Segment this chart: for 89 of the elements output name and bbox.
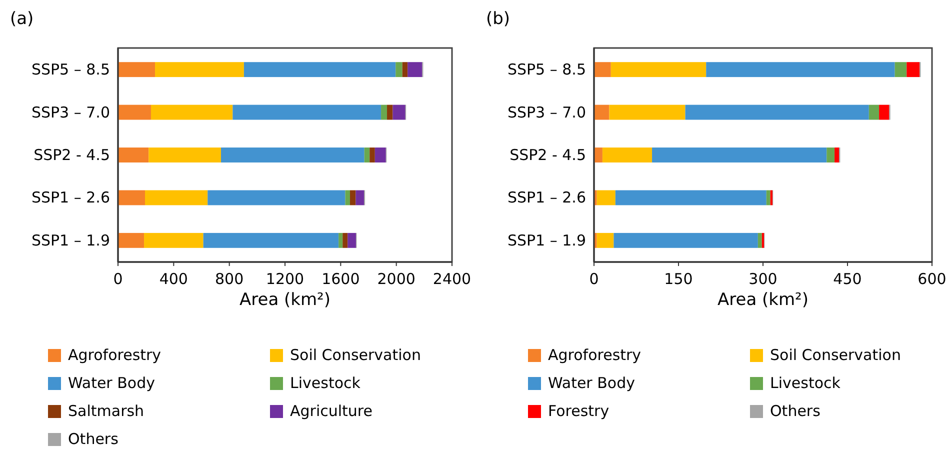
- bar: [614, 232, 758, 248]
- y-tick-label: SSP1 – 2.6: [31, 188, 110, 207]
- x-tick-label: 150: [664, 270, 693, 288]
- legend-label: Agroforestry: [68, 346, 162, 364]
- bar: [402, 62, 408, 78]
- bar: [203, 232, 339, 248]
- chart-title: (b): [486, 9, 510, 29]
- legend-label: Soil Conservation: [290, 346, 421, 364]
- bar: [118, 232, 144, 248]
- legend-label: Livestock: [770, 374, 841, 392]
- y-tick-label: SSP3 – 7.0: [31, 103, 110, 122]
- y-tick-label: SSP2 - 4.5: [510, 146, 586, 164]
- bar: [381, 104, 388, 120]
- bar: [594, 62, 611, 78]
- bar: [374, 148, 386, 162]
- y-tick-label: SSP1 – 1.9: [507, 231, 586, 250]
- bar: [345, 190, 350, 206]
- bar: [894, 62, 907, 78]
- bar: [906, 62, 920, 78]
- bar: [602, 148, 652, 162]
- bar: [766, 190, 770, 206]
- legend-label: Livestock: [290, 374, 361, 392]
- bar: [118, 104, 151, 120]
- y-tick-label: SSP1 – 2.6: [507, 188, 586, 207]
- bar: [652, 148, 827, 162]
- bar: [338, 232, 343, 248]
- bar: [868, 104, 880, 120]
- bar: [145, 190, 208, 206]
- x-axis-title: Area (km²): [239, 290, 331, 310]
- y-tick-label: SSP5 – 8.5: [507, 60, 586, 79]
- legend-label: Others: [68, 430, 119, 448]
- bar: [118, 62, 156, 78]
- bar: [758, 232, 762, 248]
- bar: [392, 104, 406, 120]
- x-tick-label: 600: [918, 270, 946, 288]
- legend-label: Forestry: [548, 402, 610, 420]
- bar: [118, 148, 149, 162]
- bar: [615, 190, 766, 206]
- x-tick-label: 300: [748, 270, 778, 288]
- bar: [396, 62, 402, 78]
- bar: [208, 190, 346, 206]
- x-tick-label: 1600: [322, 270, 360, 288]
- legend-label: Soil Conservation: [770, 346, 901, 364]
- bar: [408, 62, 422, 78]
- legend-label: Water Body: [548, 374, 636, 392]
- x-tick-label: 0: [589, 270, 599, 288]
- bar: [610, 62, 706, 78]
- bar: [364, 148, 370, 162]
- legend-label: Water Body: [68, 374, 156, 392]
- bar: [596, 232, 614, 248]
- legend-label: Saltmarsh: [68, 402, 144, 420]
- x-tick-label: 2000: [377, 270, 416, 288]
- bar: [148, 148, 221, 162]
- y-tick-label: SSP1 – 1.9: [31, 231, 110, 250]
- bar: [220, 148, 364, 162]
- bar: [144, 232, 204, 248]
- legend-label: Agroforestry: [548, 346, 642, 364]
- bar: [879, 104, 890, 120]
- bar: [244, 62, 396, 78]
- legend-label: Agriculture: [290, 402, 372, 420]
- bar: [826, 148, 835, 162]
- y-tick-label: SSP5 – 8.5: [31, 60, 110, 79]
- bar: [387, 104, 393, 120]
- bar: [348, 232, 356, 248]
- x-tick-label: 800: [215, 270, 244, 288]
- x-tick-label: 400: [159, 270, 188, 288]
- bar: [342, 232, 348, 248]
- bar: [118, 190, 145, 206]
- bar: [350, 190, 356, 206]
- bar: [834, 148, 840, 162]
- bar: [232, 104, 382, 120]
- x-axis-title: Area (km²): [717, 290, 809, 310]
- x-tick-label: 1200: [266, 270, 304, 288]
- y-tick-label: SSP2 - 4.5: [34, 146, 110, 164]
- x-tick-label: 2400: [432, 270, 472, 288]
- bar: [706, 62, 895, 78]
- y-tick-label: SSP3 – 7.0: [507, 103, 586, 122]
- bar: [594, 104, 610, 120]
- bar: [596, 190, 616, 206]
- bar: [609, 104, 686, 120]
- bar: [685, 104, 869, 120]
- bar: [370, 148, 375, 162]
- x-tick-label: 0: [113, 270, 123, 288]
- bar: [150, 104, 233, 120]
- bar: [155, 62, 244, 78]
- legend-label: Others: [770, 402, 821, 420]
- x-tick-label: 450: [833, 270, 862, 288]
- bar: [356, 190, 364, 206]
- chart-title: (a): [10, 9, 34, 29]
